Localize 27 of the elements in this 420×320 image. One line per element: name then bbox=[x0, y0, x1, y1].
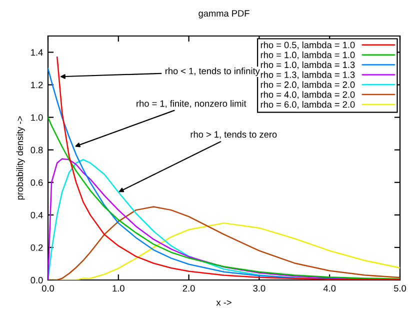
annotation: rho = 1, finite, nonzero limit bbox=[136, 100, 246, 108]
y-tick-label: 0.4 bbox=[30, 212, 43, 218]
y-tick-label: 1.4 bbox=[31, 49, 43, 56]
chart-title: gamma PDF bbox=[198, 10, 250, 18]
legend-label: rho = 0.5, lambda = 1.0 bbox=[260, 42, 355, 50]
x-tick-label: 2.0 bbox=[182, 285, 195, 292]
x-tick-label: 0.0 bbox=[42, 285, 54, 292]
x-tick-label: 4.0 bbox=[323, 285, 336, 292]
y-tick-label: 1.0 bbox=[31, 114, 43, 121]
y-tick-label: 0.6 bbox=[30, 179, 43, 186]
annotation: rho > 1, tends to zero bbox=[190, 130, 277, 139]
y-tick-label: 0.0 bbox=[30, 276, 43, 284]
y-tick-label: 1.2 bbox=[31, 82, 43, 88]
y-axis-title: probability density -> bbox=[16, 116, 25, 200]
x-tick-label: 5.0 bbox=[394, 285, 406, 292]
legend-label: rho = 1.0, lambda = 1.0 bbox=[260, 51, 355, 60]
y-tick-label: 0.2 bbox=[30, 244, 43, 251]
legend-label: rho = 2.0, lambda = 2.0 bbox=[260, 81, 355, 89]
y-tick-label: 0.8 bbox=[30, 146, 43, 154]
x-axis-title: x -> bbox=[216, 300, 232, 306]
legend-label: rho = 6.0, lambda = 2.0 bbox=[260, 101, 355, 109]
legend-label: rho = 1.0, lambda = 1.3 bbox=[260, 61, 355, 70]
annotation: rho < 1, tends to infinity bbox=[165, 68, 260, 76]
legend-label: rho = 1.3, lambda = 1.3 bbox=[260, 71, 355, 80]
legend-label: rho = 4.0, lambda = 2.0 bbox=[260, 91, 355, 99]
x-tick-label: 3.0 bbox=[253, 285, 266, 292]
x-tick-label: 1.0 bbox=[112, 285, 124, 292]
